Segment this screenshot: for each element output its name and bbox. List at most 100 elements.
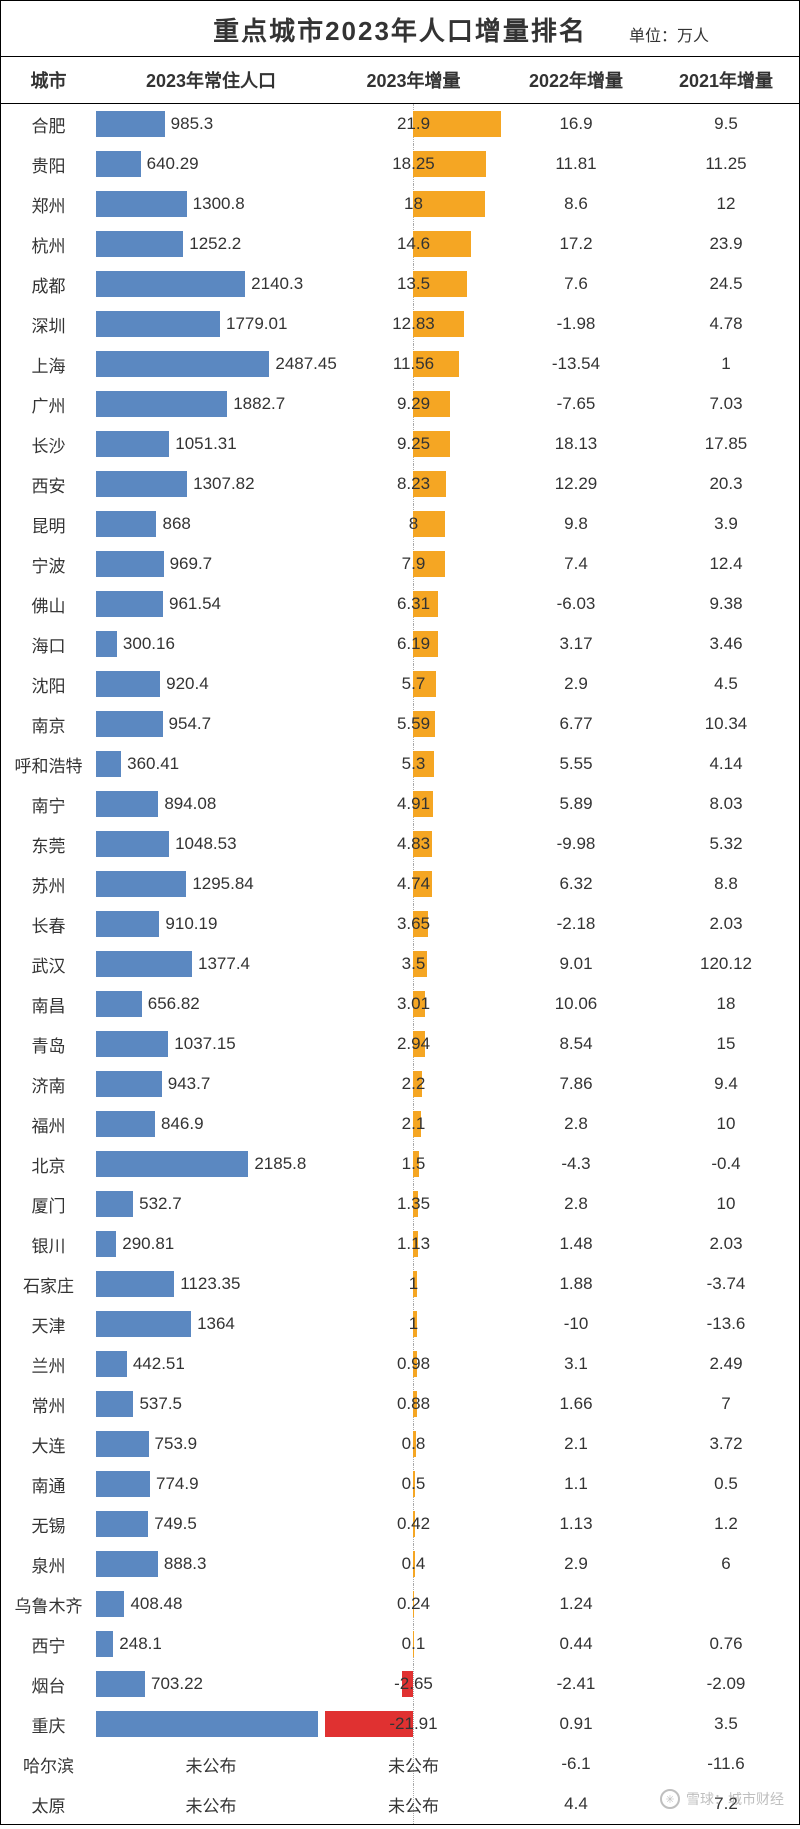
- pop-bar: [96, 1471, 150, 1497]
- cell-pop2023: 2185.8: [96, 1144, 326, 1184]
- cell-growth2022: 2.9: [501, 674, 651, 694]
- pop-bar: [96, 1631, 113, 1657]
- cell-city: 西安: [1, 472, 96, 497]
- cell-growth2021: 2.49: [651, 1354, 800, 1374]
- cell-city: 深圳: [1, 312, 96, 337]
- cell-growth2021: 9.38: [651, 594, 800, 614]
- cell-growth2022: 3.1: [501, 1354, 651, 1374]
- table-row: 厦门532.71.352.810: [1, 1184, 799, 1224]
- pop-bar: [96, 1071, 162, 1097]
- pop-value: 985.3: [171, 104, 214, 144]
- cell-growth2021: 2.03: [651, 914, 800, 934]
- pop-value: 888.3: [164, 1544, 207, 1584]
- cell-growth2023: 未公布: [326, 1744, 501, 1784]
- cell-growth2021: 7.03: [651, 394, 800, 414]
- cell-growth2022: 7.86: [501, 1074, 651, 1094]
- cell-city: 青岛: [1, 1032, 96, 1057]
- cell-pop2023: 2487.45: [96, 344, 326, 384]
- cell-growth2022: -6.03: [501, 594, 651, 614]
- pop-bar: [96, 1311, 191, 1337]
- table-row: 北京2185.81.5-4.3-0.4: [1, 1144, 799, 1184]
- cell-pop2023: 1123.35: [96, 1264, 326, 1304]
- table-row: 西安1307.828.2312.2920.3: [1, 464, 799, 504]
- cell-pop2023: 532.7: [96, 1184, 326, 1224]
- cell-growth2023: 0.5: [326, 1464, 501, 1504]
- table-row: 郑州1300.8188.612: [1, 184, 799, 224]
- pop-value: 954.7: [169, 704, 212, 744]
- cell-growth2022: -2.41: [501, 1674, 651, 1694]
- cell-city: 北京: [1, 1152, 96, 1177]
- cell-pop2023: 1307.82: [96, 464, 326, 504]
- cell-growth2021: -11.6: [651, 1754, 800, 1774]
- cell-growth2021: 10: [651, 1194, 800, 1214]
- cell-growth2022: 5.89: [501, 794, 651, 814]
- cell-growth2023: 2.1: [326, 1104, 501, 1144]
- pop-value: 910.19: [165, 904, 217, 944]
- cell-city: 泉州: [1, 1552, 96, 1577]
- cell-growth2021: 9.4: [651, 1074, 800, 1094]
- cell-growth2023: 8.23: [326, 464, 501, 504]
- cell-growth2023: 1.35: [326, 1184, 501, 1224]
- cell-growth2022: 0.44: [501, 1634, 651, 1654]
- g23-bar: [413, 711, 435, 737]
- cell-city: 苏州: [1, 872, 96, 897]
- cell-growth2023: 12.83: [326, 304, 501, 344]
- watermark: ✳ 雪球：城市财经: [660, 1789, 784, 1809]
- table-row: 合肥985.321.916.99.5: [1, 104, 799, 144]
- pop-bar: [96, 471, 187, 497]
- cell-growth2023: 0.42: [326, 1504, 501, 1544]
- g23-bar: [413, 351, 459, 377]
- table-row: 哈尔滨未公布未公布-6.1-11.6: [1, 1744, 799, 1784]
- cell-pop2023: 1300.8: [96, 184, 326, 224]
- cell-pop2023: 894.08: [96, 784, 326, 824]
- cell-growth2021: 24.5: [651, 274, 800, 294]
- pop-bar: [96, 351, 269, 377]
- cell-growth2023: 2.2: [326, 1064, 501, 1104]
- pop-value: 2185.8: [254, 1144, 306, 1184]
- cell-growth2023: 5.59: [326, 704, 501, 744]
- table-row: 无锡749.50.421.131.2: [1, 1504, 799, 1544]
- cell-growth2023: 6.31: [326, 584, 501, 624]
- cell-growth2022: -7.65: [501, 394, 651, 414]
- g23-bar: [413, 1191, 418, 1217]
- cell-growth2021: 8.8: [651, 874, 800, 894]
- cell-growth2023: 3.5: [326, 944, 501, 984]
- cell-city: 西宁: [1, 1632, 96, 1657]
- cell-city: 哈尔滨: [1, 1752, 96, 1777]
- cell-growth2022: 12.29: [501, 474, 651, 494]
- cell-growth2022: -6.1: [501, 1754, 651, 1774]
- cell-pop2023: 888.3: [96, 1544, 326, 1584]
- cell-city: 南京: [1, 712, 96, 737]
- cell-growth2022: 2.8: [501, 1114, 651, 1134]
- cell-city: 长春: [1, 912, 96, 937]
- cell-pop2023: 1882.7: [96, 384, 326, 424]
- cell-city: 贵阳: [1, 152, 96, 177]
- cell-pop2023: 1364: [96, 1304, 326, 1344]
- cell-pop2023: 408.48: [96, 1584, 326, 1624]
- cell-growth2022: 2.9: [501, 1554, 651, 1574]
- table-row: 昆明86889.83.9: [1, 504, 799, 544]
- cell-growth2023: 0.88: [326, 1384, 501, 1424]
- pop-value: 248.1: [119, 1624, 162, 1664]
- pop-bar: [96, 391, 227, 417]
- cell-growth2022: 1.13: [501, 1514, 651, 1534]
- table-row: 沈阳920.45.72.94.5: [1, 664, 799, 704]
- table-row: 福州846.92.12.810: [1, 1104, 799, 1144]
- cell-pop2023: 1377.4: [96, 944, 326, 984]
- cell-city: 佛山: [1, 592, 96, 617]
- cell-growth2023: -2.65: [326, 1664, 501, 1704]
- pop-bar: [96, 871, 186, 897]
- table-row: 长春910.193.65-2.182.03: [1, 904, 799, 944]
- cell-growth2021: 17.85: [651, 434, 800, 454]
- pop-bar: [96, 1351, 127, 1377]
- cell-growth2023: 9.29: [326, 384, 501, 424]
- g23-bar: [413, 671, 436, 697]
- table-row: 常州537.50.881.667: [1, 1384, 799, 1424]
- cell-growth2021: 12: [651, 194, 800, 214]
- pop-bar: [96, 231, 183, 257]
- cell-growth2023: 18.25: [326, 144, 501, 184]
- cell-city: 福州: [1, 1112, 96, 1137]
- cell-growth2021: 4.14: [651, 754, 800, 774]
- cell-growth2021: 3.46: [651, 634, 800, 654]
- cell-growth2021: 10.34: [651, 714, 800, 734]
